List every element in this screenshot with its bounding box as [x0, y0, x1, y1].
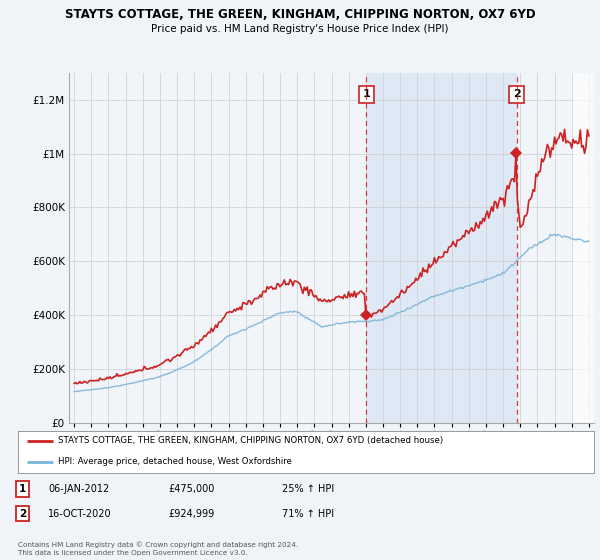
Text: STAYTS COTTAGE, THE GREEN, KINGHAM, CHIPPING NORTON, OX7 6YD: STAYTS COTTAGE, THE GREEN, KINGHAM, CHIP…	[65, 8, 535, 21]
Text: 06-JAN-2012: 06-JAN-2012	[48, 484, 109, 494]
Text: STAYTS COTTAGE, THE GREEN, KINGHAM, CHIPPING NORTON, OX7 6YD (detached house): STAYTS COTTAGE, THE GREEN, KINGHAM, CHIP…	[58, 436, 443, 445]
Text: Price paid vs. HM Land Registry's House Price Index (HPI): Price paid vs. HM Land Registry's House …	[151, 24, 449, 34]
Bar	[69, 73, 367, 423]
Text: 1: 1	[362, 90, 370, 99]
Text: £924,999: £924,999	[168, 508, 214, 519]
Bar	[574, 73, 594, 423]
Text: £475,000: £475,000	[168, 484, 214, 494]
Text: 25% ↑ HPI: 25% ↑ HPI	[282, 484, 334, 494]
Bar	[517, 73, 574, 423]
Text: 71% ↑ HPI: 71% ↑ HPI	[282, 508, 334, 519]
Text: HPI: Average price, detached house, West Oxfordshire: HPI: Average price, detached house, West…	[58, 458, 292, 466]
Text: 1: 1	[19, 484, 26, 494]
Text: 2: 2	[513, 90, 520, 99]
Bar	[367, 73, 517, 423]
Text: 16-OCT-2020: 16-OCT-2020	[48, 508, 112, 519]
Text: Contains HM Land Registry data © Crown copyright and database right 2024.
This d: Contains HM Land Registry data © Crown c…	[18, 541, 298, 556]
Text: 2: 2	[19, 508, 26, 519]
